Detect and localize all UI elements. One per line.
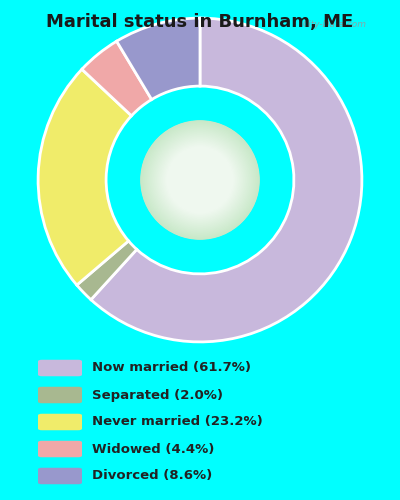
- Text: Separated (2.0%): Separated (2.0%): [92, 388, 223, 402]
- FancyBboxPatch shape: [38, 468, 82, 484]
- Circle shape: [166, 146, 234, 214]
- Circle shape: [154, 134, 246, 226]
- Circle shape: [156, 136, 244, 224]
- Circle shape: [156, 136, 244, 224]
- Circle shape: [159, 139, 241, 221]
- Circle shape: [152, 132, 248, 228]
- Circle shape: [147, 127, 253, 233]
- Text: Now married (61.7%): Now married (61.7%): [92, 362, 251, 374]
- Circle shape: [145, 125, 255, 235]
- Circle shape: [158, 138, 242, 222]
- Circle shape: [143, 123, 257, 237]
- Circle shape: [148, 128, 252, 232]
- Circle shape: [150, 130, 250, 230]
- Circle shape: [144, 124, 256, 236]
- Wedge shape: [77, 241, 137, 300]
- Text: City-Data.com: City-Data.com: [303, 20, 367, 29]
- Wedge shape: [91, 18, 362, 342]
- FancyBboxPatch shape: [38, 414, 82, 430]
- Circle shape: [155, 136, 245, 224]
- Circle shape: [153, 133, 247, 227]
- Circle shape: [142, 122, 258, 238]
- Text: Never married (23.2%): Never married (23.2%): [92, 416, 263, 428]
- Circle shape: [163, 144, 237, 216]
- Circle shape: [142, 122, 258, 238]
- Circle shape: [161, 140, 239, 220]
- FancyBboxPatch shape: [38, 441, 82, 457]
- Circle shape: [144, 124, 256, 236]
- Circle shape: [151, 132, 249, 228]
- Circle shape: [160, 140, 240, 220]
- Circle shape: [167, 147, 233, 213]
- Circle shape: [167, 148, 233, 212]
- Text: Divorced (8.6%): Divorced (8.6%): [92, 470, 212, 482]
- Circle shape: [148, 128, 252, 232]
- Circle shape: [141, 121, 259, 239]
- Circle shape: [154, 134, 246, 226]
- Circle shape: [147, 127, 253, 233]
- Circle shape: [152, 132, 248, 228]
- Circle shape: [164, 144, 236, 216]
- Circle shape: [161, 142, 239, 218]
- Circle shape: [162, 142, 238, 218]
- Circle shape: [157, 138, 243, 222]
- Circle shape: [142, 122, 258, 238]
- Circle shape: [164, 144, 236, 216]
- FancyBboxPatch shape: [38, 387, 82, 403]
- Circle shape: [144, 124, 256, 236]
- Wedge shape: [38, 70, 132, 285]
- FancyBboxPatch shape: [38, 360, 82, 376]
- Circle shape: [142, 122, 258, 238]
- Circle shape: [156, 136, 244, 224]
- Circle shape: [146, 126, 254, 234]
- Circle shape: [143, 123, 257, 237]
- Circle shape: [141, 121, 259, 239]
- Circle shape: [160, 140, 240, 220]
- Circle shape: [164, 144, 236, 216]
- Wedge shape: [82, 41, 152, 116]
- Circle shape: [150, 130, 250, 230]
- Circle shape: [154, 134, 246, 226]
- Circle shape: [158, 138, 242, 222]
- Circle shape: [148, 128, 252, 232]
- Circle shape: [162, 142, 238, 218]
- Circle shape: [148, 128, 252, 232]
- Circle shape: [149, 129, 251, 231]
- Circle shape: [158, 138, 242, 222]
- Circle shape: [161, 141, 239, 219]
- Circle shape: [166, 146, 234, 214]
- Circle shape: [150, 130, 250, 230]
- Circle shape: [167, 146, 233, 214]
- Circle shape: [151, 131, 249, 229]
- Text: Marital status in Burnham, ME: Marital status in Burnham, ME: [46, 12, 354, 30]
- Circle shape: [165, 145, 235, 215]
- Circle shape: [152, 132, 248, 228]
- Circle shape: [163, 142, 237, 218]
- Circle shape: [163, 143, 237, 217]
- Circle shape: [150, 130, 250, 230]
- Circle shape: [146, 126, 254, 234]
- Wedge shape: [117, 18, 200, 100]
- Circle shape: [157, 137, 243, 223]
- Circle shape: [162, 142, 238, 218]
- Circle shape: [146, 126, 254, 234]
- Circle shape: [159, 138, 241, 222]
- Circle shape: [159, 140, 241, 220]
- Circle shape: [144, 124, 256, 236]
- Circle shape: [154, 134, 246, 226]
- Circle shape: [155, 135, 245, 225]
- Circle shape: [166, 146, 234, 214]
- Circle shape: [146, 126, 254, 234]
- Circle shape: [156, 136, 244, 224]
- Circle shape: [160, 140, 240, 220]
- Circle shape: [165, 146, 235, 214]
- Circle shape: [149, 130, 251, 230]
- Circle shape: [152, 132, 248, 228]
- Circle shape: [145, 125, 255, 235]
- Circle shape: [165, 144, 235, 216]
- Circle shape: [153, 134, 247, 226]
- Text: Widowed (4.4%): Widowed (4.4%): [92, 442, 214, 456]
